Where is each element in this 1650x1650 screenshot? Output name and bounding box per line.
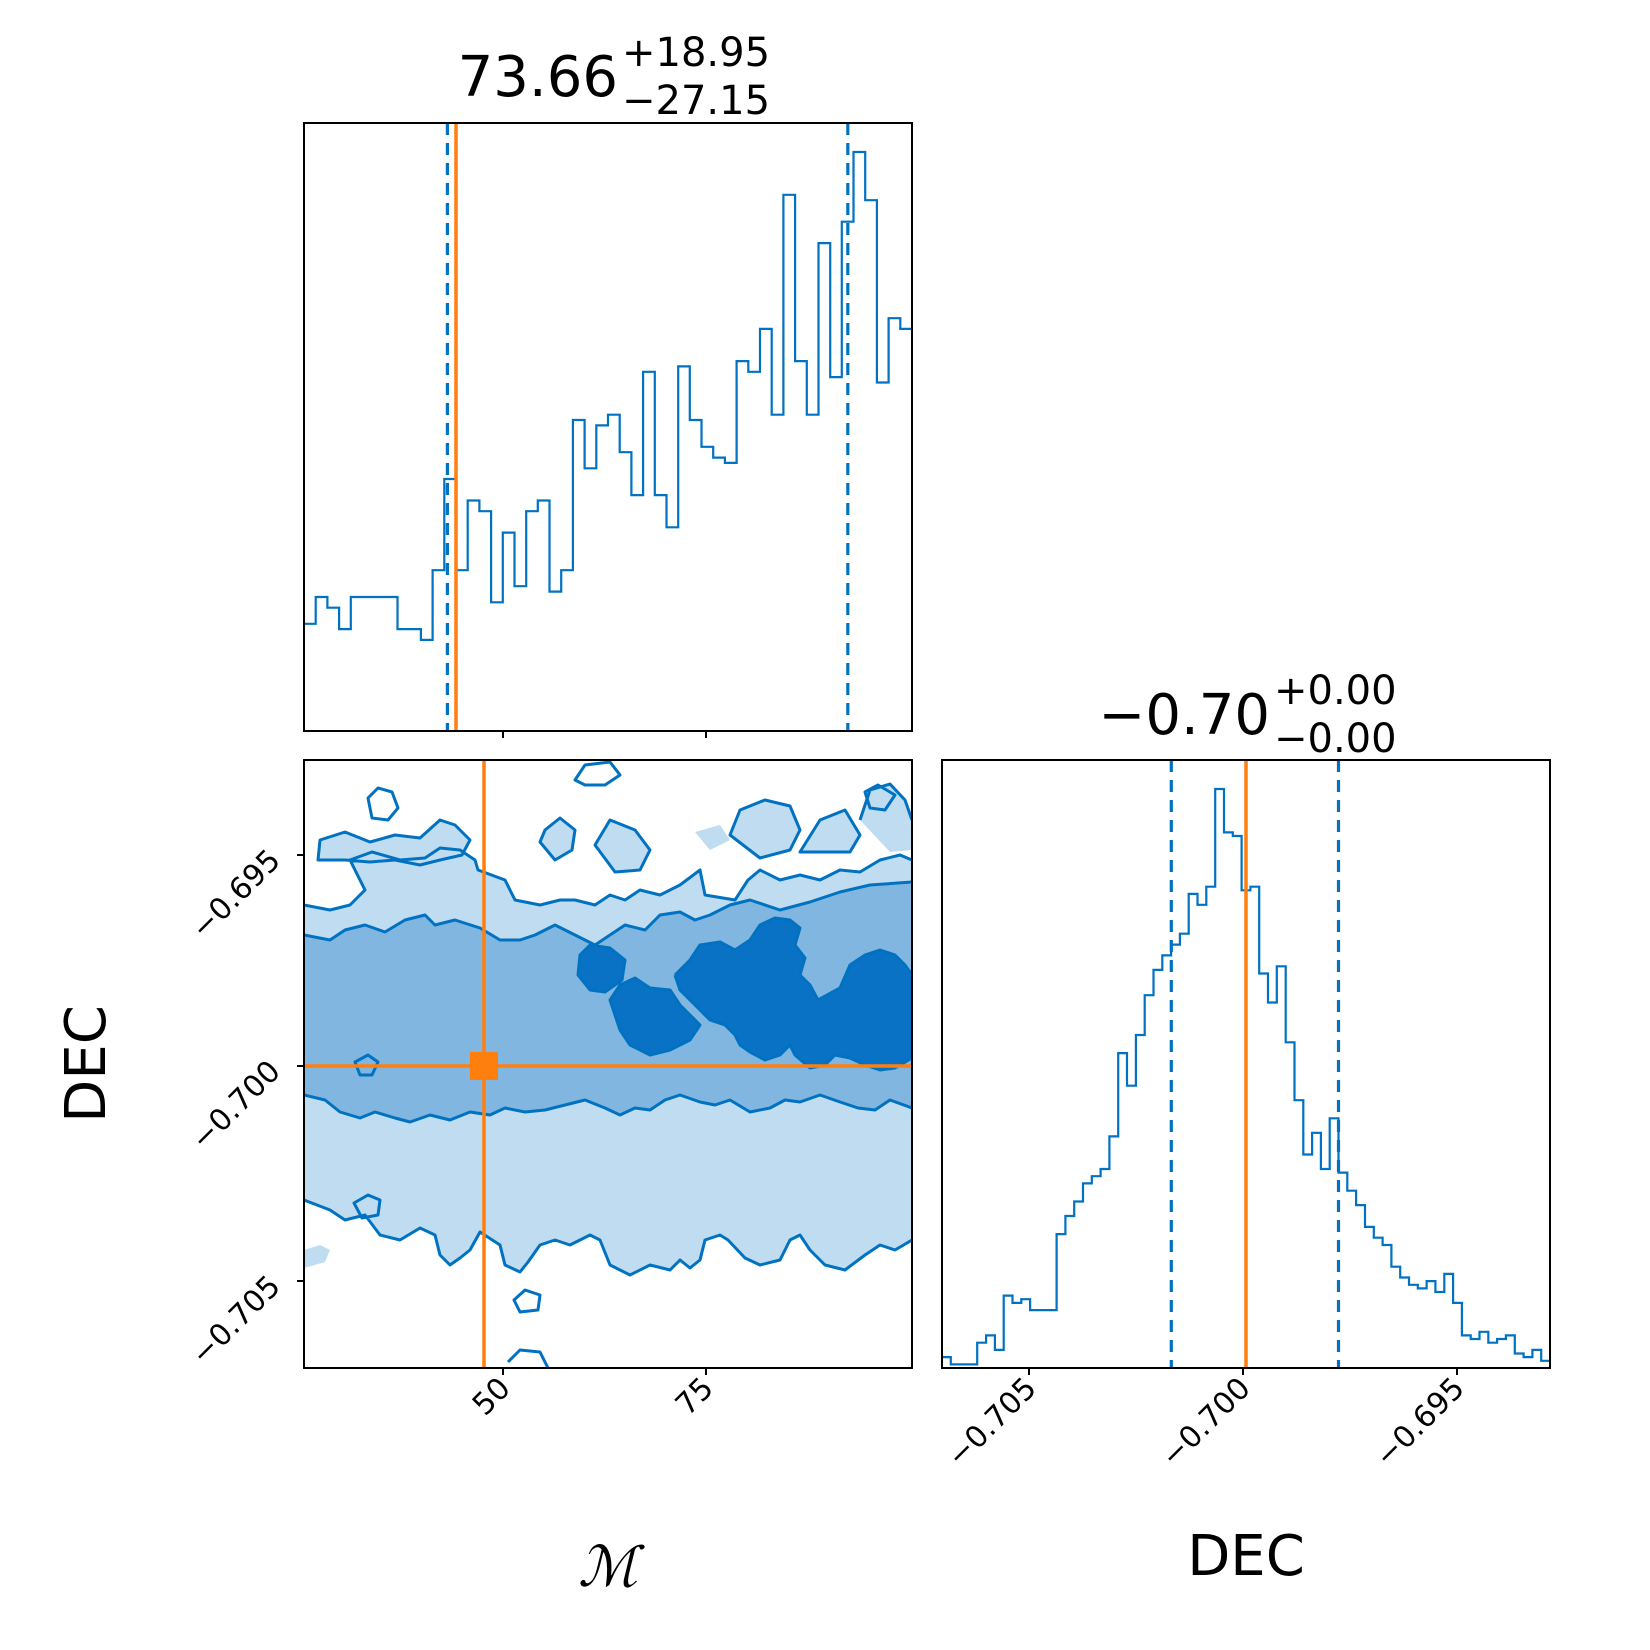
ytick-label-0.695: −0.695: [184, 843, 287, 946]
xtick-label-75: 75: [669, 1371, 721, 1423]
ytick-label-0.705: −0.705: [184, 1269, 287, 1372]
m-title-plus: +18.95: [622, 30, 770, 76]
truth-marker: [470, 1052, 498, 1080]
contour-level-inner: [578, 918, 912, 1070]
m-title-minus: −27.15: [622, 78, 770, 124]
xlabel-m: ℳ: [578, 1535, 645, 1600]
contour-outline-outer: [304, 760, 912, 1368]
m-hist-title: 73.66 +18.95 −27.15: [458, 30, 770, 124]
contour-fills: [304, 760, 912, 1368]
dec-hist-step: [942, 787, 1550, 1366]
ylabel-dec: DEC: [54, 1005, 119, 1123]
dec-title-median: −0.70: [1098, 683, 1270, 748]
contour-outline-inner: [576, 916, 912, 1072]
m-marginal-panel: 73.66 +18.95 −27.15: [303, 30, 913, 738]
dec-histogram: [942, 760, 1550, 1368]
dec-title-minus: −0.00: [1274, 716, 1397, 762]
dec-xtick-label-0.705: −0.705: [940, 1371, 1043, 1474]
dec-marginal-panel: −0.70 +0.00 −0.00 −0.705 −0.700 −0.695 D…: [940, 668, 1551, 1589]
contour-level-outer-top: [318, 784, 912, 872]
m-histogram: [304, 123, 912, 731]
dec-title-plus: +0.00: [1274, 668, 1397, 714]
xtick-label-50: 50: [466, 1371, 518, 1423]
dec-hist-title: −0.70 +0.00 −0.00: [1098, 668, 1396, 762]
m-hist-step: [304, 150, 912, 641]
m-dec-contour-panel: −0.695 −0.700 −0.705 50 75 DEC ℳ: [54, 759, 913, 1600]
dec-xlabel: DEC: [1187, 1524, 1305, 1589]
dec-xtick-label-0.700: −0.700: [1154, 1371, 1257, 1474]
m-hist-frame: [303, 122, 913, 732]
dec-hist-frame: [941, 759, 1551, 1369]
dec-xtick-label-0.695: −0.695: [1368, 1371, 1471, 1474]
ytick-label-0.700: −0.700: [184, 1054, 287, 1157]
contour-outline-middle: [304, 880, 912, 1124]
contour-frame: [303, 759, 913, 1369]
m-title-median: 73.66: [458, 45, 618, 110]
